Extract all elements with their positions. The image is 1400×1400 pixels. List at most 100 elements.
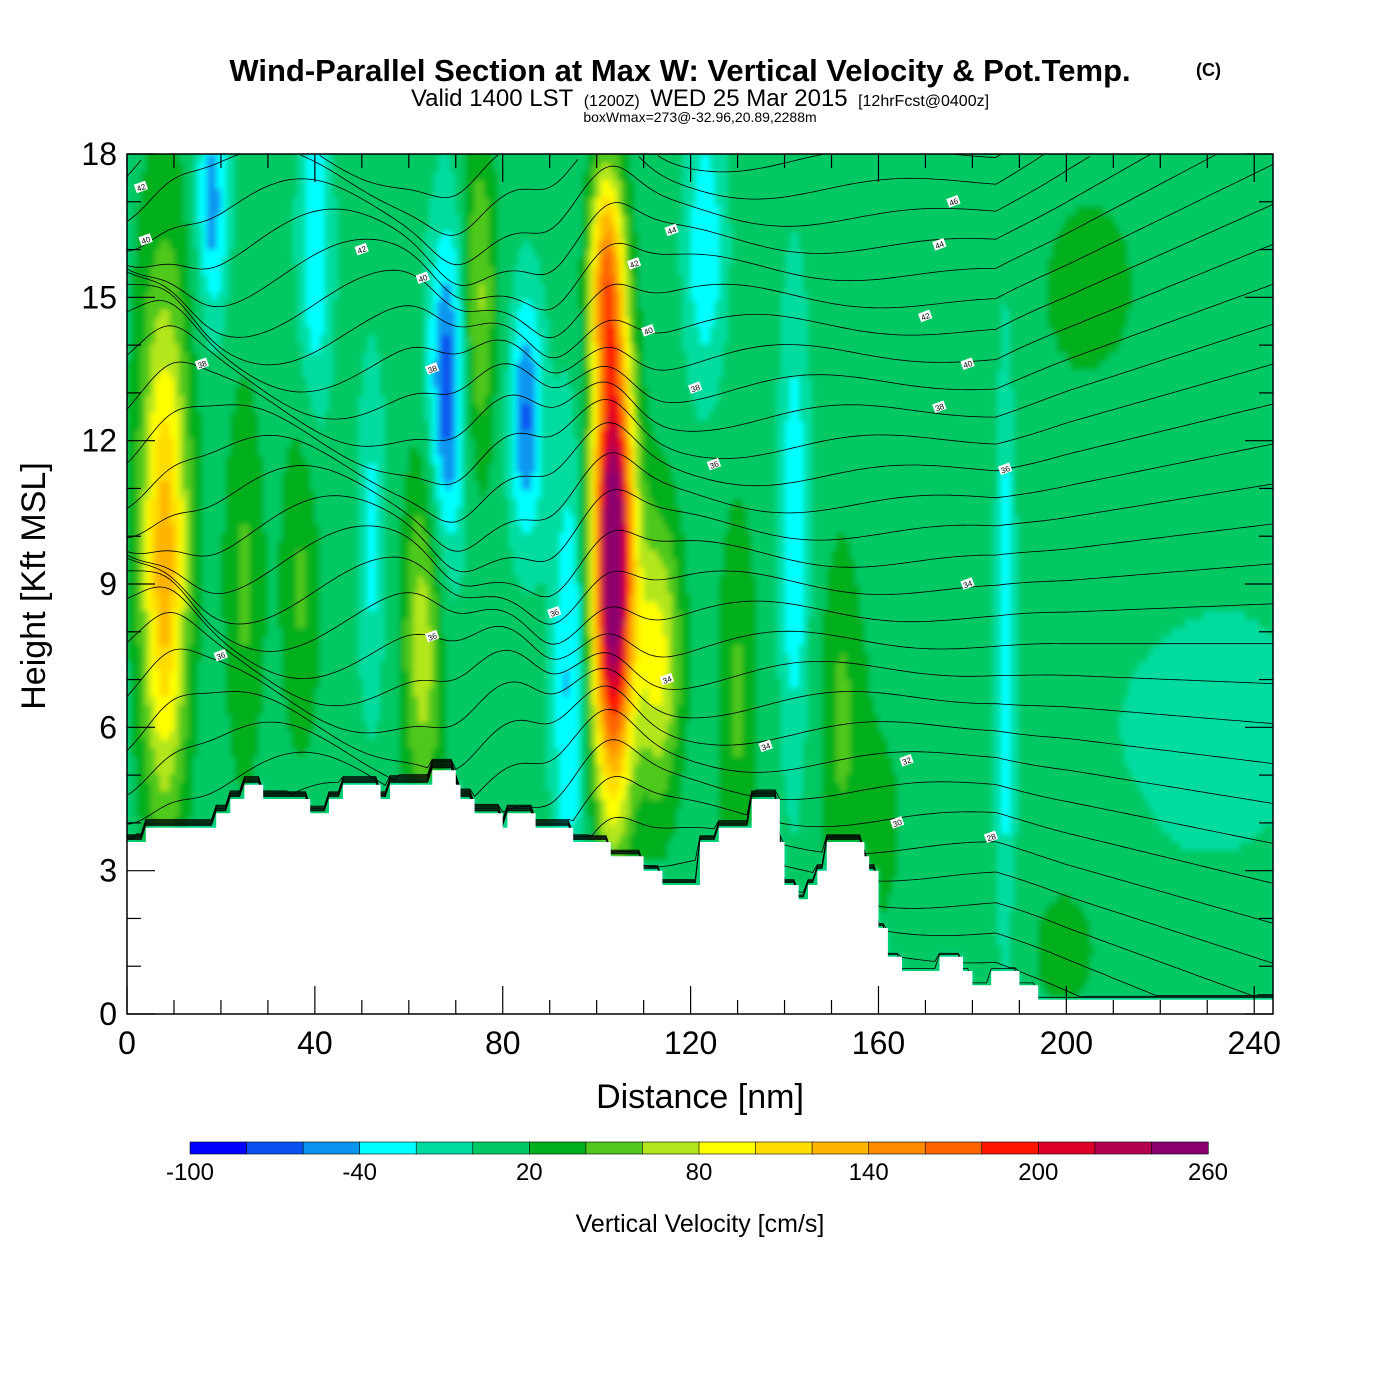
velocity-cell bbox=[408, 429, 415, 439]
velocity-cell bbox=[446, 437, 452, 448]
velocity-cell bbox=[305, 652, 311, 663]
velocity-cell bbox=[455, 171, 462, 181]
velocity-cell bbox=[385, 773, 391, 783]
velocity-cell bbox=[183, 420, 189, 430]
velocity-cell bbox=[206, 704, 213, 714]
velocity-cell bbox=[263, 171, 269, 181]
velocity-cell bbox=[300, 661, 307, 671]
velocity-cell bbox=[155, 695, 161, 706]
velocity-cell bbox=[300, 394, 307, 405]
velocity-cell bbox=[352, 248, 358, 258]
velocity-cell bbox=[418, 171, 424, 181]
velocity-cell bbox=[418, 472, 424, 482]
velocity-cell bbox=[216, 154, 222, 164]
velocity-cell bbox=[441, 343, 448, 353]
velocity-cell bbox=[282, 730, 288, 740]
velocity-cell bbox=[399, 154, 405, 164]
velocity-cell bbox=[220, 515, 227, 525]
velocity-cell bbox=[347, 592, 354, 602]
velocity-cell bbox=[131, 764, 138, 774]
velocity-cell bbox=[136, 738, 142, 749]
velocity-cell bbox=[441, 584, 448, 594]
velocity-cell bbox=[192, 790, 199, 800]
velocity-cell bbox=[169, 188, 175, 198]
velocity-cell bbox=[399, 412, 405, 422]
velocity-cell bbox=[319, 773, 326, 783]
velocity-cell bbox=[239, 592, 246, 602]
velocity-cell bbox=[197, 205, 203, 215]
velocity-cell bbox=[399, 188, 405, 198]
velocity-cell bbox=[451, 738, 457, 749]
velocity-cell bbox=[352, 394, 358, 405]
velocity-cell bbox=[178, 317, 185, 327]
velocity-cell bbox=[272, 369, 279, 379]
velocity-cell bbox=[202, 713, 208, 723]
velocity-cell bbox=[380, 756, 387, 766]
velocity-cell bbox=[460, 575, 466, 585]
velocity-cell bbox=[390, 575, 396, 585]
velocity-cell bbox=[399, 377, 405, 387]
velocity-cell bbox=[329, 541, 335, 551]
velocity-cell bbox=[465, 343, 471, 353]
velocity-cell bbox=[333, 781, 340, 792]
velocity-cell bbox=[343, 386, 349, 396]
velocity-cell bbox=[235, 721, 241, 731]
velocity-cell bbox=[338, 687, 344, 697]
velocity-cell bbox=[300, 420, 307, 430]
velocity-cell bbox=[192, 274, 199, 284]
velocity-cell bbox=[371, 747, 377, 757]
velocity-cell bbox=[380, 704, 387, 714]
velocity-cell bbox=[324, 592, 330, 602]
velocity-cell bbox=[253, 601, 260, 611]
velocity-cell bbox=[408, 420, 415, 430]
velocity-cell bbox=[465, 197, 471, 207]
velocity-cell bbox=[422, 162, 429, 172]
velocity-cell bbox=[451, 713, 457, 723]
velocity-cell bbox=[235, 437, 241, 448]
velocity-cell bbox=[164, 541, 171, 551]
velocity-cell bbox=[174, 231, 180, 241]
velocity-cell bbox=[418, 420, 424, 430]
velocity-cell bbox=[422, 214, 429, 224]
velocity-cell bbox=[305, 446, 311, 456]
velocity-cell bbox=[451, 627, 457, 637]
velocity-cell bbox=[263, 274, 269, 284]
velocity-cell bbox=[145, 652, 152, 663]
velocity-cell bbox=[329, 515, 335, 525]
velocity-cell bbox=[202, 472, 208, 482]
velocity-cell bbox=[141, 360, 147, 370]
velocity-cell bbox=[399, 764, 405, 774]
velocity-cell bbox=[216, 713, 222, 723]
velocity-cell bbox=[469, 394, 476, 405]
velocity-cell bbox=[352, 377, 358, 387]
velocity-cell bbox=[413, 171, 419, 181]
velocity-cell bbox=[253, 644, 260, 654]
velocity-cell bbox=[136, 274, 142, 284]
velocity-cell bbox=[399, 644, 405, 654]
velocity-cell bbox=[267, 257, 274, 267]
velocity-cell bbox=[465, 412, 471, 422]
velocity-cell bbox=[282, 214, 288, 224]
velocity-cell bbox=[371, 326, 377, 336]
velocity-cell bbox=[267, 747, 274, 757]
velocity-cell bbox=[239, 240, 246, 250]
velocity-cell bbox=[136, 695, 142, 706]
velocity-cell bbox=[183, 360, 189, 370]
velocity-cell bbox=[141, 274, 147, 284]
velocity-cell bbox=[164, 205, 171, 215]
velocity-cell bbox=[174, 584, 180, 594]
velocity-cell bbox=[390, 455, 396, 465]
velocity-cell bbox=[258, 188, 264, 198]
velocity-cell bbox=[267, 730, 274, 740]
velocity-cell bbox=[216, 377, 222, 387]
velocity-cell bbox=[310, 455, 316, 465]
velocity-cell bbox=[446, 687, 452, 697]
velocity-cell bbox=[211, 678, 217, 688]
velocity-cell bbox=[202, 781, 208, 792]
velocity-cell bbox=[155, 248, 161, 258]
velocity-cell bbox=[446, 506, 452, 516]
velocity-cell bbox=[192, 506, 199, 516]
velocity-cell bbox=[286, 308, 293, 319]
velocity-cell bbox=[235, 661, 241, 671]
velocity-cell bbox=[249, 429, 255, 439]
